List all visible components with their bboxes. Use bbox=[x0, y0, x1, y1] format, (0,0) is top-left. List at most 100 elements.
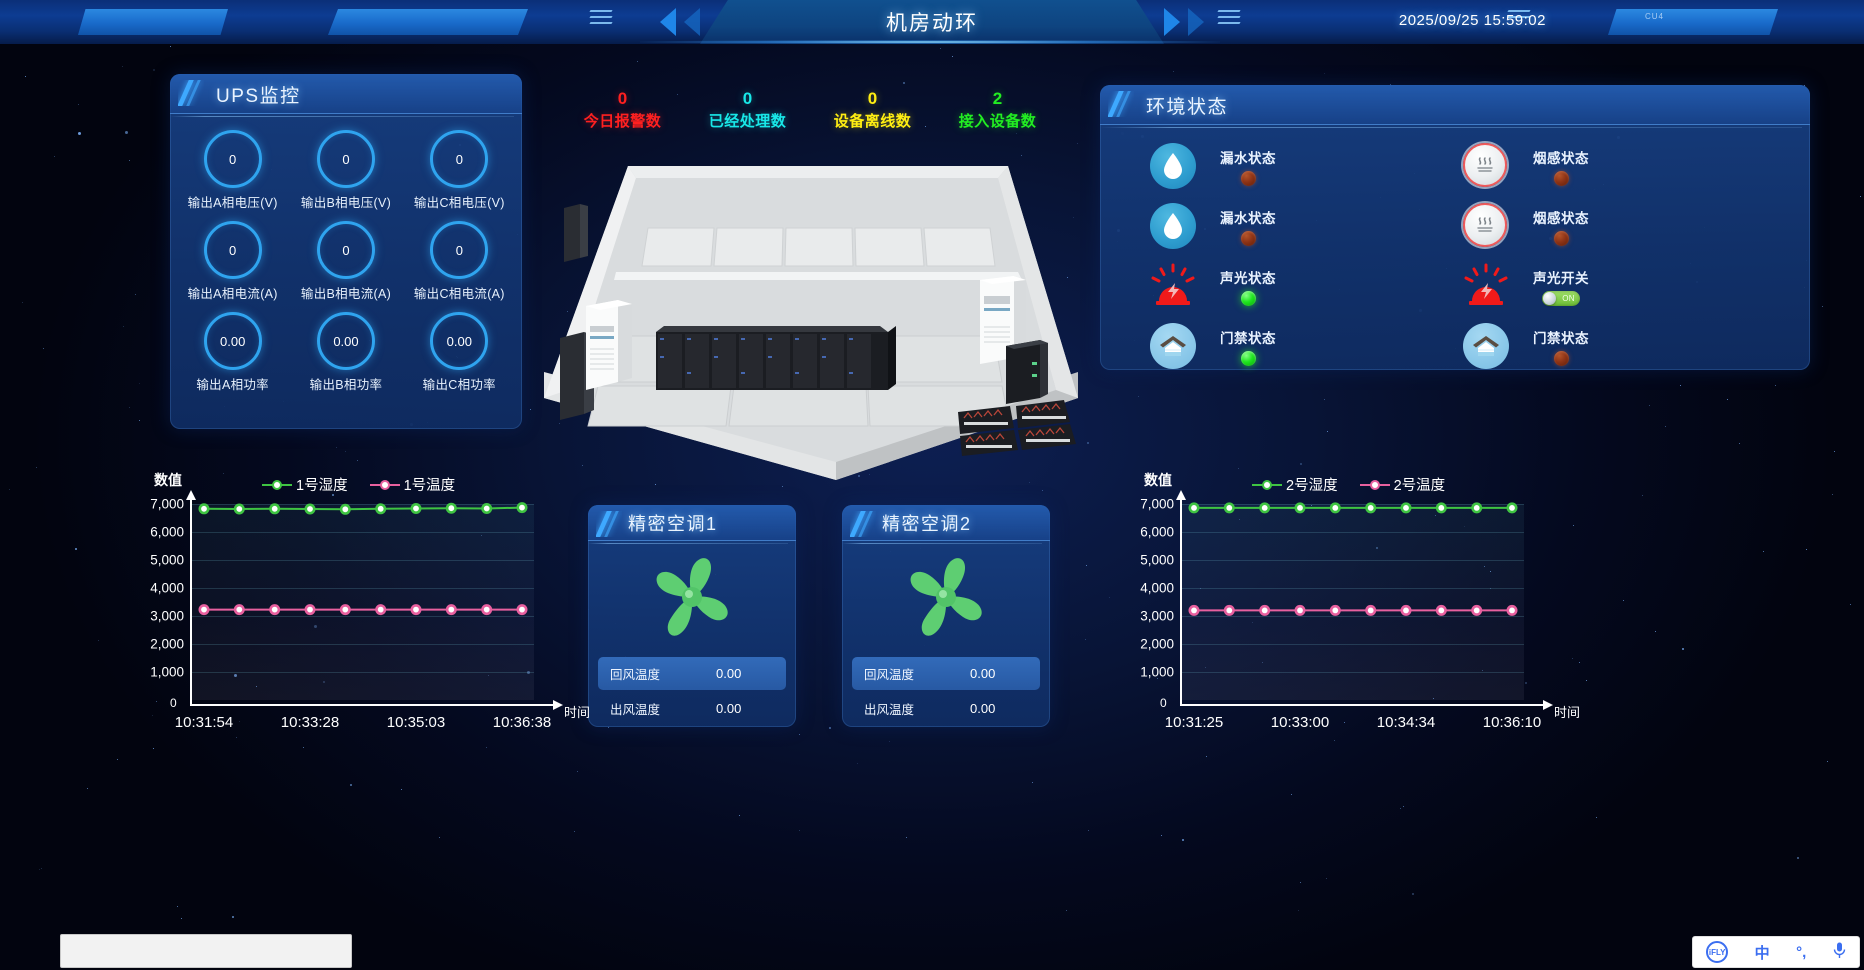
page-title: 机房动环 bbox=[0, 0, 1864, 44]
datacenter-3d-view[interactable] bbox=[536, 150, 1086, 500]
chart-1-point-1-9 bbox=[1508, 606, 1516, 614]
toggle-label-5: ON bbox=[1562, 292, 1575, 305]
dashboard-root: CU4 机房动环 2025/09/25 15:59:02 0 今日报警数 0 已经处理… bbox=[0, 0, 1864, 970]
chart-1-point-0-5 bbox=[1367, 504, 1375, 512]
stat-label-0: 今日报警数 bbox=[560, 110, 685, 131]
ime-punctuation-icon[interactable]: °, bbox=[1796, 944, 1806, 961]
water-drop-icon bbox=[1150, 203, 1196, 249]
ups-value-1: 0 bbox=[342, 152, 349, 167]
ups-gauge-ring-8: 0.00 bbox=[430, 312, 488, 370]
env-sensor-label-1: 烟感状态 bbox=[1533, 147, 1589, 167]
env-toggle-5[interactable]: ON bbox=[1542, 291, 1580, 306]
ups-metric-7: 0.00 输出B相功率 bbox=[289, 306, 402, 393]
ime-language-icon[interactable]: 中 bbox=[1755, 942, 1770, 963]
ups-value-6: 0.00 bbox=[220, 334, 245, 349]
chart-1-point-0-2 bbox=[1261, 504, 1269, 512]
ime-toolbar[interactable]: iFLY 中 °, bbox=[1692, 936, 1860, 968]
humidity-temperature-chart-2[interactable]: 数值 2号湿度 2号温度 1,000 2,000 3,000 4,000 5,000 6,000… bbox=[1122, 462, 1582, 747]
humidity-temperature-chart-1[interactable]: 数值 1号湿度 1号温度 1,000 2,000 3,000 4,000 5,000 6,000… bbox=[132, 462, 592, 747]
ifly-logo-icon[interactable]: iFLY bbox=[1706, 941, 1728, 963]
env-sensor-7[interactable]: 门禁状态 bbox=[1463, 317, 1776, 375]
ac2-fan bbox=[842, 545, 1050, 653]
ac2-panel-title: 精密空调2 bbox=[882, 510, 972, 536]
chart-0-point-0-1 bbox=[235, 505, 243, 513]
stat-value-1: 0 bbox=[685, 88, 810, 110]
ac2-panel-header: 精密空调2 bbox=[842, 505, 1050, 541]
precision-ac-panel-2: 精密空调2 回风温度 0.00 出风温度 0.00 bbox=[842, 505, 1050, 727]
ac1-return-temp-row: 回风温度 0.00 bbox=[598, 657, 786, 690]
chart-0-point-0-2 bbox=[271, 505, 279, 513]
env-sensor-label-2: 漏水状态 bbox=[1220, 207, 1276, 227]
env-status-led-3 bbox=[1554, 231, 1569, 246]
panel-corner-icon bbox=[178, 80, 204, 106]
env-sensor-6[interactable]: 门禁状态 bbox=[1150, 317, 1463, 375]
env-sensor-1[interactable]: 烟感状态 bbox=[1463, 137, 1776, 195]
ups-metric-8: 0.00 输出C相功率 bbox=[403, 306, 516, 393]
stat-item-0: 0 今日报警数 bbox=[560, 88, 685, 144]
door-access-icon bbox=[1463, 323, 1509, 369]
ups-label-1: 输出B相电压(V) bbox=[289, 192, 402, 211]
ac1-panel-title: 精密空调1 bbox=[628, 510, 718, 536]
ups-label-3: 输出A相电流(A) bbox=[176, 283, 289, 302]
chart-1-point-0-7 bbox=[1437, 504, 1445, 512]
chart-0-point-0-0 bbox=[200, 505, 208, 513]
panel-corner-icon bbox=[596, 511, 622, 537]
ups-metric-grid: 0 输出A相电压(V) 0 输出B相电压(V) 0 输出C相电压(V) 0 输出A相电流(A)… bbox=[170, 118, 522, 393]
ups-metric-2: 0 输出C相电压(V) bbox=[403, 124, 516, 211]
toggle-knob bbox=[1543, 292, 1556, 305]
chart-1-point-0-6 bbox=[1402, 504, 1410, 512]
chart-0-point-1-4 bbox=[341, 605, 349, 613]
smoke-detector-icon bbox=[1463, 143, 1507, 187]
chart-0-point-1-1 bbox=[235, 605, 243, 613]
chart-1-point-1-5 bbox=[1367, 606, 1375, 614]
chart-1-point-0-9 bbox=[1508, 504, 1516, 512]
stat-item-2: 0 设备离线数 bbox=[810, 88, 935, 144]
ac2-return-temp-row: 回风温度 0.00 bbox=[852, 657, 1040, 690]
ac1-supply-temp-label: 出风温度 bbox=[610, 699, 660, 718]
ups-value-7: 0.00 bbox=[333, 334, 358, 349]
env-sensor-label-4: 声光状态 bbox=[1220, 267, 1276, 287]
chart-0-point-1-9 bbox=[518, 605, 526, 613]
chart-0-series-svg bbox=[132, 462, 592, 747]
env-panel-title: 环境状态 bbox=[1146, 92, 1228, 119]
ups-gauge-ring-4: 0 bbox=[317, 221, 375, 279]
chart-0-point-0-3 bbox=[306, 505, 314, 513]
ac1-fan bbox=[588, 545, 796, 653]
ac2-supply-temp-label: 出风温度 bbox=[864, 699, 914, 718]
chart-1-point-0-8 bbox=[1473, 504, 1481, 512]
chart-1-point-0-4 bbox=[1331, 504, 1339, 512]
panel-corner-icon bbox=[850, 511, 876, 537]
env-panel-header: 环境状态 bbox=[1100, 85, 1810, 125]
chart-0-point-0-5 bbox=[377, 505, 385, 513]
ups-label-4: 输出B相电流(A) bbox=[289, 283, 402, 302]
ac2-supply-temp-row: 出风温度 0.00 bbox=[852, 692, 1040, 725]
chart-0-point-0-7 bbox=[447, 504, 455, 512]
ups-value-0: 0 bbox=[229, 152, 236, 167]
ac1-return-temp-value: 0.00 bbox=[716, 666, 741, 681]
ups-panel-header: UPS监控 bbox=[170, 74, 522, 114]
env-sensor-5[interactable]: 声光开关 ON bbox=[1463, 257, 1776, 315]
ups-label-5: 输出C相电流(A) bbox=[403, 283, 516, 302]
chart-1-point-1-0 bbox=[1190, 606, 1198, 614]
ups-gauge-ring-2: 0 bbox=[430, 130, 488, 188]
ups-value-8: 0.00 bbox=[447, 334, 472, 349]
env-sensor-4[interactable]: 声光状态 bbox=[1150, 257, 1463, 315]
env-sensor-2[interactable]: 漏水状态 bbox=[1150, 197, 1463, 255]
env-sensor-0[interactable]: 漏水状态 bbox=[1150, 137, 1463, 195]
chart-0-point-0-8 bbox=[483, 504, 491, 512]
env-status-led-0 bbox=[1241, 171, 1256, 186]
env-sensor-3[interactable]: 烟感状态 bbox=[1463, 197, 1776, 255]
ups-gauge-ring-5: 0 bbox=[430, 221, 488, 279]
chart-1-point-1-8 bbox=[1473, 606, 1481, 614]
mic-icon[interactable] bbox=[1833, 942, 1846, 963]
chart-1-point-1-3 bbox=[1296, 606, 1304, 614]
ac1-return-temp-label: 回风温度 bbox=[610, 664, 660, 683]
taskbar-window-strip[interactable] bbox=[60, 934, 352, 968]
panel-corner-icon bbox=[1108, 91, 1134, 117]
header-datetime: 2025/09/25 15:59:02 bbox=[1399, 12, 1546, 29]
chart-0-line-0 bbox=[204, 508, 522, 510]
ups-value-2: 0 bbox=[456, 152, 463, 167]
chart-0-point-1-6 bbox=[412, 605, 420, 613]
env-status-led-6 bbox=[1241, 351, 1256, 366]
env-sensor-label-3: 烟感状态 bbox=[1533, 207, 1589, 227]
